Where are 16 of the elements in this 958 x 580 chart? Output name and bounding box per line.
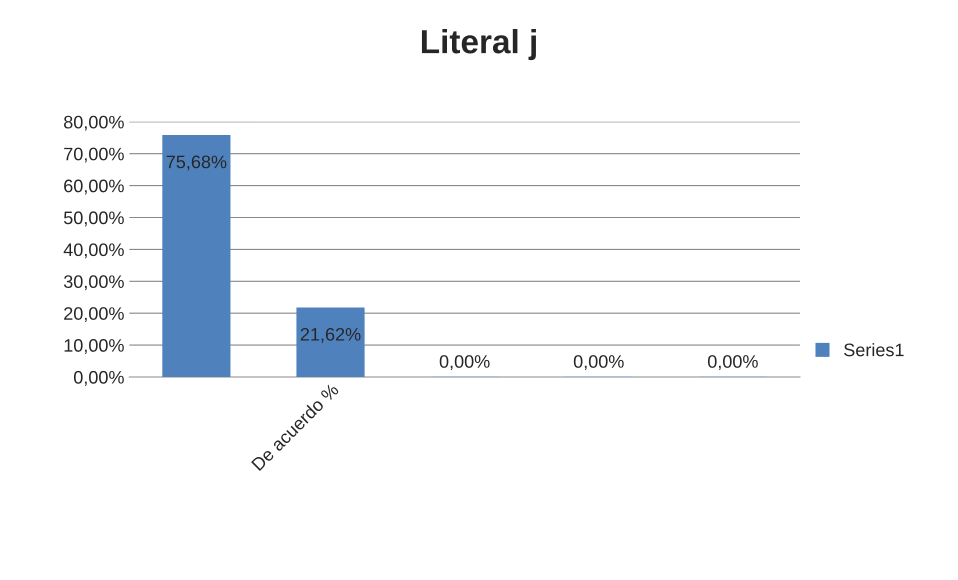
y-tick-label: 70,00% xyxy=(64,148,124,163)
y-tick-label: 50,00% xyxy=(64,211,124,226)
y-tick-label: 40,00% xyxy=(64,243,124,258)
data-label: 75,68% xyxy=(166,156,226,170)
y-tick-label: 10,00% xyxy=(64,339,124,354)
y-tick-label: 60,00% xyxy=(64,180,124,194)
legend-label: Series1 xyxy=(844,343,904,356)
data-label: 0,00% xyxy=(708,355,758,370)
y-tick-label: 30,00% xyxy=(64,275,124,290)
data-label: 21,62% xyxy=(300,328,360,343)
chart-title: Literal j xyxy=(422,29,536,60)
y-tick-label: 80,00% xyxy=(64,116,124,131)
data-label: 0,00% xyxy=(440,355,490,370)
data-label: 0,00% xyxy=(574,355,624,370)
y-tick-label: 20,00% xyxy=(64,307,124,322)
y-tick-label: 0,00% xyxy=(74,370,124,386)
